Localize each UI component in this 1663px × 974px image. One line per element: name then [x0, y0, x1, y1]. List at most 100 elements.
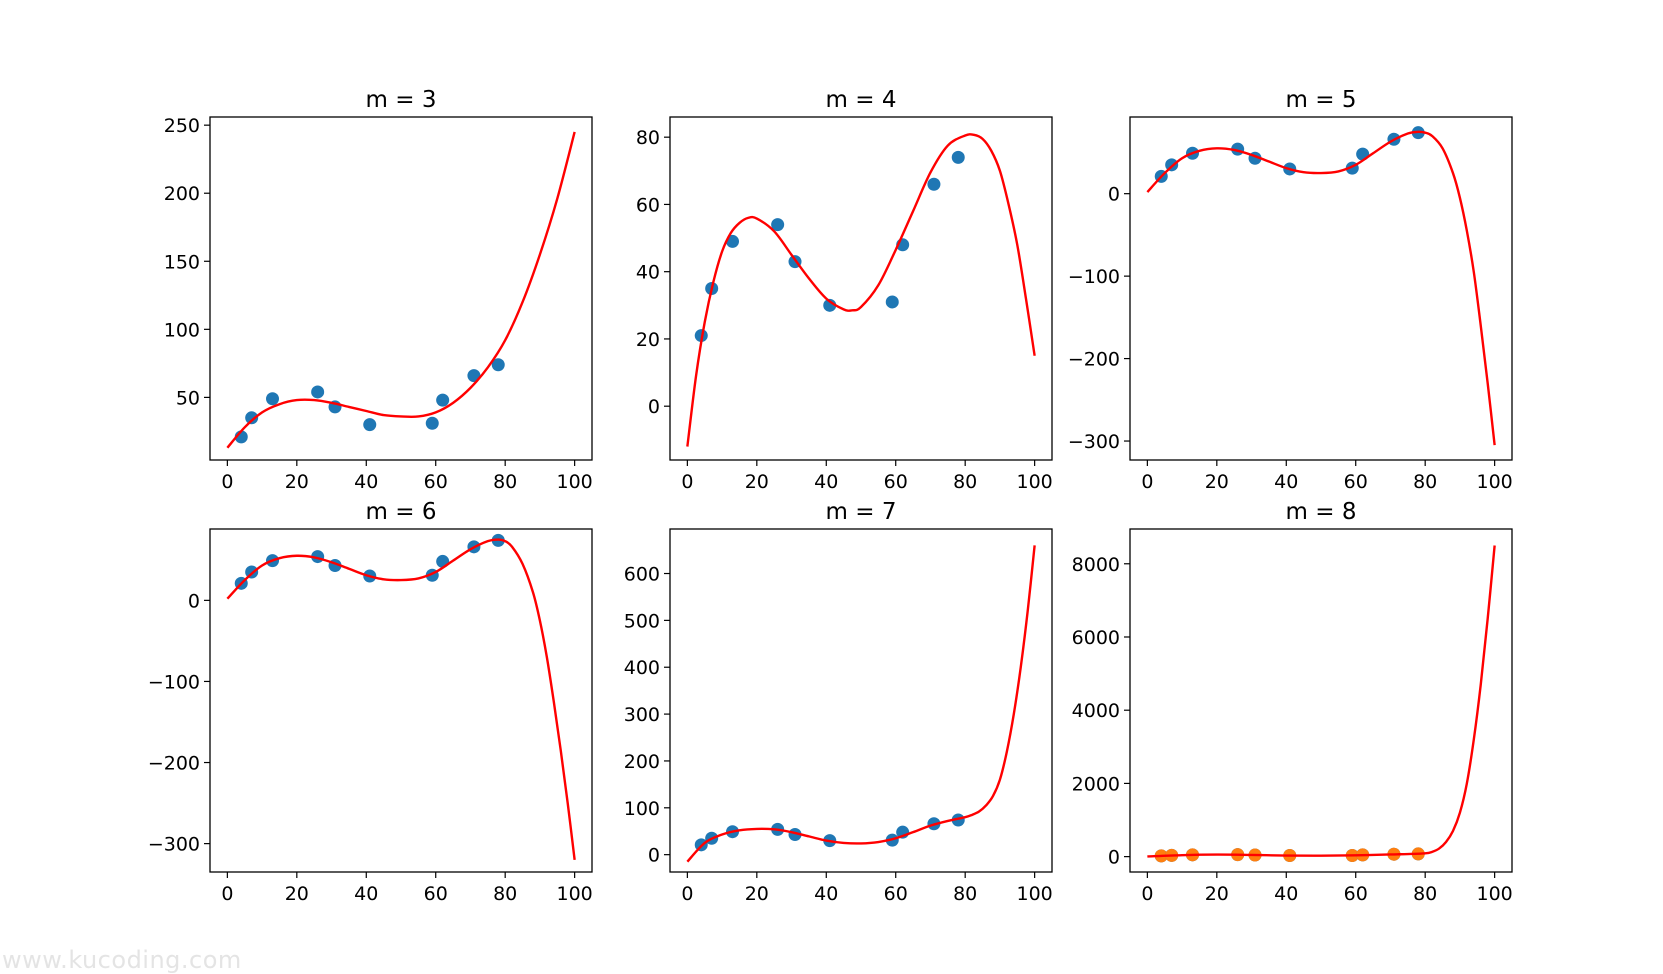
x-tick-label: 80	[953, 471, 977, 493]
y-tick-label: 300	[624, 704, 660, 726]
subplot-title: m = 3	[366, 87, 437, 113]
y-tick-label: −100	[148, 671, 200, 693]
axes-frame	[669, 528, 1053, 873]
subplot-3: m = 5 0 20 40 60 80 100 0 −100 −200 −300	[1068, 87, 1513, 493]
fit-curve	[1146, 130, 1496, 446]
x-tick-label: 40	[814, 883, 838, 905]
x-tick-label: 20	[745, 471, 769, 493]
subplot-6: m = 8 0 20 40 60 80 100 0 2000 4000 6000 8000	[1072, 499, 1513, 905]
data-point	[885, 295, 899, 309]
x-tick-label: 100	[557, 471, 593, 493]
x-tick-label: 40	[814, 471, 838, 493]
x-tick-label: 80	[493, 471, 517, 493]
fit-curve	[226, 131, 576, 449]
data-point	[245, 411, 259, 425]
x-tick-label: 40	[1274, 471, 1298, 493]
y-tick-label: 0	[648, 396, 660, 418]
fit-curve	[226, 538, 576, 860]
subplot-title: m = 5	[1286, 87, 1357, 113]
y-tick-label: 200	[624, 751, 660, 773]
x-tick-label: 40	[354, 883, 378, 905]
axes-frame	[1129, 528, 1513, 873]
y-tick-label: 8000	[1072, 554, 1120, 576]
data-point	[927, 177, 941, 191]
x-tick-label: 80	[1413, 471, 1437, 493]
y-tick-label: 0	[188, 590, 200, 612]
y-tick-label: 80	[636, 127, 660, 149]
data-point	[726, 234, 740, 248]
y-tick-label: 20	[636, 329, 660, 351]
y-tick-label: 50	[176, 387, 200, 409]
data-point	[771, 218, 785, 232]
axes-frame	[669, 116, 1053, 461]
x-tick-label: 80	[1413, 883, 1437, 905]
x-tick-label: 20	[1205, 471, 1229, 493]
axes-frame	[209, 528, 593, 873]
x-tick-label: 40	[354, 471, 378, 493]
subplot-title: m = 6	[366, 499, 437, 525]
y-tick-label: 150	[164, 251, 200, 273]
x-tick-label: 80	[493, 883, 517, 905]
subplot-title: m = 7	[826, 499, 897, 525]
watermark: www.kucoding.com	[2, 946, 242, 974]
fit-curve	[1147, 545, 1496, 858]
x-tick-label: 0	[1141, 883, 1153, 905]
x-tick-label: 100	[1477, 883, 1513, 905]
data-point	[951, 150, 965, 164]
data-point	[951, 813, 965, 827]
data-point	[491, 358, 505, 372]
y-tick-label: −300	[148, 834, 200, 856]
fit-curve	[686, 545, 1036, 863]
y-tick-label: 2000	[1072, 773, 1120, 795]
y-tick-label: 0	[648, 845, 660, 867]
subplot-title: m = 8	[1286, 499, 1357, 525]
y-tick-label: 100	[624, 798, 660, 820]
x-tick-label: 20	[285, 471, 309, 493]
axes-frame	[1129, 116, 1513, 461]
x-tick-label: 0	[681, 883, 693, 905]
subplot-5: m = 7 0 20 40 60 80 100 0 100 200 300 400 500 600	[624, 499, 1053, 905]
plot-area	[1147, 545, 1496, 863]
y-tick-label: −200	[1068, 349, 1120, 371]
x-tick-label: 60	[1344, 883, 1368, 905]
y-tick-label: 100	[164, 319, 200, 341]
x-tick-label: 0	[681, 471, 693, 493]
y-tick-label: 0	[1108, 847, 1120, 869]
y-tick-label: −300	[1068, 431, 1120, 453]
x-tick-label: 60	[884, 883, 908, 905]
x-tick-label: 0	[1141, 471, 1153, 493]
y-tick-label: 60	[636, 194, 660, 216]
plot-area	[686, 133, 1036, 447]
x-tick-label: 60	[884, 471, 908, 493]
x-tick-label: 60	[424, 471, 448, 493]
y-tick-label: 600	[624, 564, 660, 586]
data-point	[425, 416, 439, 430]
y-tick-label: −200	[148, 753, 200, 775]
plot-area	[1146, 126, 1496, 446]
subplot-2: m = 4 0 20 40 60 80 100 0 20 40 60 80	[636, 87, 1053, 493]
subplot-1: m = 3 0 20 40 60 80 100 50 100 150 200 250	[164, 87, 593, 493]
x-tick-label: 40	[1274, 883, 1298, 905]
data-point	[311, 385, 325, 399]
y-tick-label: 0	[1108, 184, 1120, 206]
x-tick-label: 0	[221, 471, 233, 493]
x-tick-label: 60	[424, 883, 448, 905]
y-tick-label: 4000	[1072, 700, 1120, 722]
y-tick-label: 250	[164, 115, 200, 137]
y-tick-label: −100	[1068, 266, 1120, 288]
fit-curve	[686, 133, 1036, 447]
axes-frame	[209, 116, 593, 461]
x-tick-label: 20	[745, 883, 769, 905]
y-tick-label: 500	[624, 610, 660, 632]
x-tick-label: 20	[1205, 883, 1229, 905]
subplot-4: m = 6 0 20 40 60 80 100 0 −100 −200 −300	[148, 499, 593, 905]
x-tick-label: 60	[1344, 471, 1368, 493]
plot-area	[686, 545, 1036, 863]
data-point	[436, 393, 450, 407]
subplot-title: m = 4	[826, 87, 897, 113]
x-tick-label: 0	[221, 883, 233, 905]
data-point	[266, 392, 280, 406]
y-tick-label: 400	[624, 657, 660, 679]
y-tick-label: 6000	[1072, 627, 1120, 649]
